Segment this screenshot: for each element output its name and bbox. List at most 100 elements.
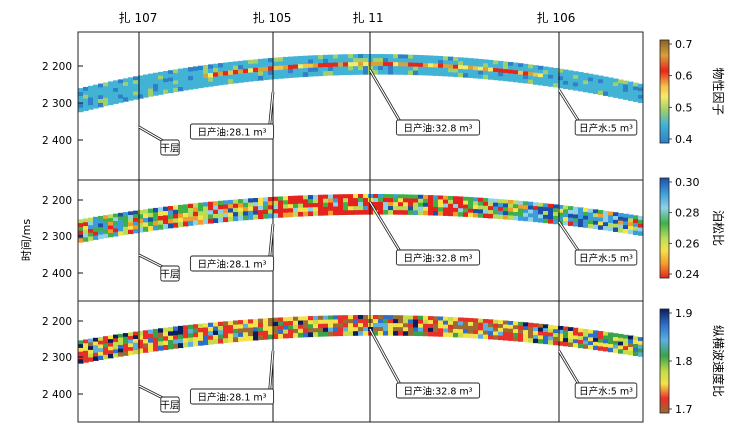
section-cell	[223, 217, 229, 223]
section-cell	[588, 220, 594, 225]
section-cell	[248, 72, 254, 78]
section-cell	[193, 324, 199, 330]
colorbar-tick-label: 0.5	[675, 101, 693, 114]
section-cell	[608, 226, 614, 232]
section-cell	[528, 205, 534, 211]
section-cell	[178, 213, 184, 219]
section-cell	[373, 198, 379, 203]
section-cell	[208, 331, 214, 337]
section-cell	[358, 66, 364, 71]
section-cell	[343, 327, 349, 332]
section-cell	[513, 200, 519, 205]
section-cell	[228, 199, 234, 205]
section-cell	[148, 342, 154, 348]
section-cell	[598, 221, 604, 226]
section-cell	[413, 198, 419, 204]
section-cell	[313, 203, 319, 208]
section-cell	[88, 105, 94, 110]
section-cell	[303, 199, 309, 205]
section-cell	[468, 325, 474, 331]
section-cell	[108, 85, 114, 90]
section-cell	[113, 221, 119, 226]
section-cell	[363, 327, 369, 332]
section-cell	[88, 353, 94, 359]
section-cell	[578, 75, 584, 81]
section-cell	[443, 60, 449, 65]
section-cell	[328, 58, 334, 64]
section-cell	[583, 329, 589, 334]
section-cell	[308, 55, 314, 61]
section-cell	[493, 206, 499, 212]
section-cell	[123, 226, 129, 232]
section-cell	[318, 315, 324, 321]
section-cell	[163, 85, 169, 91]
section-cell	[268, 209, 274, 215]
section-cell	[448, 64, 454, 69]
section-cell	[333, 62, 339, 68]
section-cell	[628, 89, 634, 94]
section-cell	[323, 54, 329, 60]
section-cell	[458, 200, 464, 205]
section-cell	[548, 324, 554, 330]
section-cell	[503, 320, 509, 326]
section-cell	[338, 54, 344, 60]
section-cell	[518, 204, 524, 210]
section-cell	[553, 204, 559, 209]
section-cell	[78, 223, 84, 228]
section-cell	[298, 55, 304, 61]
section-cell	[268, 201, 274, 206]
section-cell	[253, 202, 259, 207]
callout-label: 日产水:5 m³	[579, 386, 633, 398]
section-cell	[538, 81, 544, 86]
section-cell	[133, 210, 139, 215]
callout-label: 日产油:32.8 m³	[404, 253, 473, 265]
section-cell	[253, 206, 259, 212]
section-cell	[408, 202, 414, 207]
section-cell	[233, 199, 239, 205]
colorbar-tick-label: 0.26	[675, 237, 700, 250]
section-cell	[258, 63, 264, 68]
section-cell	[403, 210, 409, 215]
section-cell	[113, 99, 119, 104]
section-cell	[408, 210, 414, 215]
section-cell	[513, 66, 519, 71]
section-cell	[273, 334, 279, 340]
section-cell	[568, 338, 574, 344]
section-cell	[113, 345, 119, 351]
section-cell	[473, 322, 479, 327]
section-cell	[413, 54, 419, 60]
section-cell	[128, 77, 134, 82]
section-cell	[228, 320, 234, 326]
section-cell	[403, 323, 409, 328]
section-cell	[603, 331, 609, 337]
section-cell	[348, 58, 354, 63]
section-cell	[628, 214, 634, 219]
section-cell	[278, 208, 284, 214]
section-cell	[423, 331, 429, 337]
section-cell	[263, 75, 269, 81]
section-cell	[603, 214, 609, 220]
section-cell	[558, 325, 564, 331]
section-cell	[208, 339, 214, 345]
section-cell	[78, 234, 84, 239]
section-cell	[403, 62, 409, 67]
section-cell	[188, 220, 194, 226]
section-cell	[253, 67, 259, 73]
section-cell	[313, 332, 319, 337]
section-cell	[113, 232, 119, 237]
section-cell	[533, 206, 539, 211]
section-cell	[353, 323, 359, 328]
section-cell	[83, 86, 89, 92]
section-cell	[163, 345, 169, 350]
section-cell	[153, 76, 159, 81]
section-cell	[553, 333, 559, 338]
section-cell	[433, 320, 439, 325]
section-cell	[293, 195, 299, 201]
section-cell	[323, 62, 329, 68]
section-cell	[443, 199, 449, 205]
section-cell	[113, 217, 119, 222]
section-cell	[308, 332, 314, 338]
section-cell	[528, 322, 534, 328]
section-cell	[568, 213, 574, 219]
section-cell	[158, 90, 164, 95]
